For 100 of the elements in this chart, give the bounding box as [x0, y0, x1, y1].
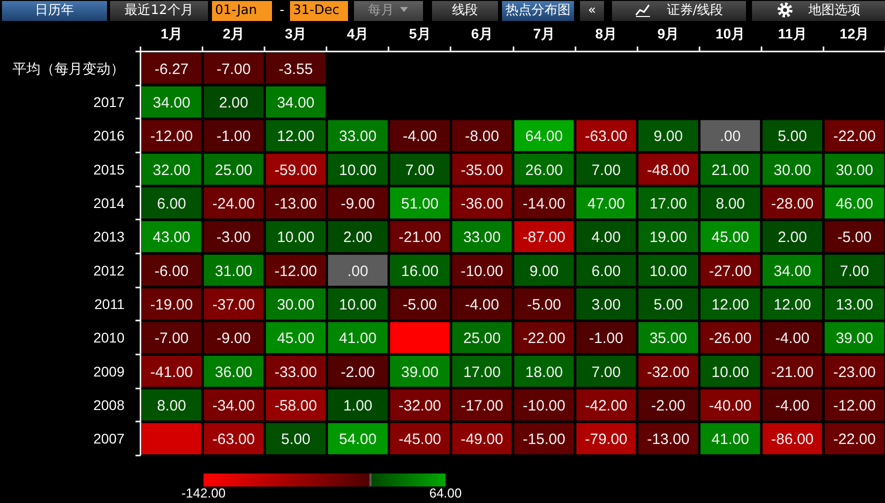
data-label: -32.00 [646, 364, 690, 381]
text: 日历年 [2, 1, 107, 21]
data-label: 10.00 [276, 229, 314, 246]
data-label: .00 [347, 262, 368, 280]
y-tick-label: 平均（每月变动） [12, 60, 124, 76]
data-label: 26.00 [525, 162, 563, 179]
x-tick-label: 10月 [716, 26, 746, 42]
data-label: -36.00 [460, 196, 504, 212]
data-label: 6.00 [592, 262, 621, 280]
data-label: 46.00 [836, 196, 874, 212]
x-tick-label: 6月 [471, 26, 493, 42]
y-tick-label: 2010 [93, 330, 125, 346]
data-label: -41.00 [150, 364, 193, 381]
y-tick-label: 2009 [93, 363, 125, 380]
data-label: -13.00 [274, 196, 317, 212]
data-label: -45.00 [398, 431, 442, 448]
text: 最近12个月 [110, 1, 208, 21]
data-label: 45.00 [276, 330, 314, 348]
data-label: -21.00 [771, 364, 814, 381]
data-label: 39.00 [836, 330, 874, 348]
text: 证券/线段 [612, 1, 746, 21]
data-label: -4.00 [464, 296, 500, 314]
data-label: 12.00 [712, 296, 750, 314]
data-label: 5.00 [778, 128, 807, 146]
data-label: 2.00 [343, 229, 372, 246]
data-label: -12.00 [150, 128, 193, 146]
data-label: -49.00 [460, 431, 504, 448]
data-label: 43.00 [152, 229, 190, 246]
data-label: 34.00 [152, 94, 190, 112]
x-tick-label: 9月 [657, 26, 680, 42]
data-label: 8.00 [716, 196, 745, 212]
x-tick-label: 4月 [346, 26, 369, 42]
data-label: -9.00 [340, 196, 375, 212]
data-label: -6.00 [154, 262, 189, 280]
data-label: -58.00 [274, 398, 317, 414]
text: 31-Dec [290, 1, 348, 21]
data-label: 31.00 [214, 262, 252, 280]
text: 地图选项 [752, 1, 885, 21]
data-label: 6.00 [156, 196, 186, 212]
y-tick-label: 2013 [93, 228, 125, 245]
text: 热点分布图 [502, 1, 574, 21]
y-tick-label: 2016 [93, 128, 125, 144]
data-label: 36.00 [214, 364, 252, 381]
y-tick-label: 2014 [93, 195, 125, 211]
data-label: -33.00 [274, 364, 317, 381]
x-tick-label: 5月 [408, 26, 431, 42]
data-label: 5.00 [281, 431, 310, 448]
y-tick-label: 2015 [93, 161, 125, 178]
data-label: -7.00 [154, 330, 189, 348]
data-label: -5.00 [837, 229, 872, 246]
data-label: -9.00 [216, 330, 251, 348]
data-label: 12.00 [774, 296, 812, 314]
text: 每月 [354, 1, 423, 21]
data-label: -63.00 [212, 431, 255, 448]
data-label: -87.00 [522, 229, 566, 246]
data-label: -63.00 [584, 128, 628, 146]
data-label: -1.00 [216, 128, 251, 146]
data-label: 3.00 [592, 296, 621, 314]
data-label: 7.00 [405, 162, 434, 179]
data-label: 17.00 [649, 196, 687, 212]
data-label: 8.00 [156, 398, 186, 414]
x-tick-label: 11月 [778, 26, 807, 42]
x-tick-label: 8月 [595, 26, 618, 42]
x-tick-label: 1月 [160, 26, 182, 42]
data-label: -6.27 [154, 60, 189, 78]
data-label: .00 [720, 128, 741, 146]
data-label: -14.00 [522, 196, 566, 212]
data-label: -10.00 [460, 262, 504, 280]
color-bar-label: -142.00 [181, 486, 226, 500]
data-label: 45.00 [712, 229, 750, 246]
y-tick-label: 2012 [93, 262, 125, 278]
data-label: -86.00 [771, 431, 814, 448]
y-tick-label: 2011 [94, 296, 125, 312]
data-label: 64.00 [525, 128, 563, 146]
data-label: -24.00 [212, 196, 255, 212]
data-label: 7.00 [840, 262, 870, 280]
data-label: -12.00 [274, 262, 317, 280]
data-label: -4.00 [775, 398, 810, 414]
data-label: -79.00 [584, 431, 628, 448]
data-label: -2.00 [651, 398, 686, 414]
data-label: 47.00 [587, 196, 625, 212]
data-label: 25.00 [214, 162, 252, 179]
data-label: 34.00 [276, 94, 314, 112]
data-label: -59.00 [274, 162, 317, 179]
x-tick-label: 12月 [840, 26, 870, 42]
data-label: 33.00 [463, 229, 501, 246]
text: 01-Jan [212, 1, 272, 21]
text: 线段 [432, 1, 498, 21]
y-tick-label: 2007 [93, 430, 125, 447]
data-label: 41.00 [339, 330, 377, 348]
data-label: 10.00 [339, 162, 377, 179]
data-label: 2.00 [778, 229, 807, 246]
data-label: -3.00 [216, 229, 251, 246]
data-label: -48.00 [646, 162, 690, 179]
y-tick-label: 2017 [93, 94, 125, 110]
data-label: 7.00 [592, 162, 621, 179]
data-label: 10.00 [339, 296, 377, 314]
data-label: 32.00 [152, 162, 190, 179]
data-label: -7.00 [216, 60, 251, 78]
text: « [580, 1, 604, 21]
